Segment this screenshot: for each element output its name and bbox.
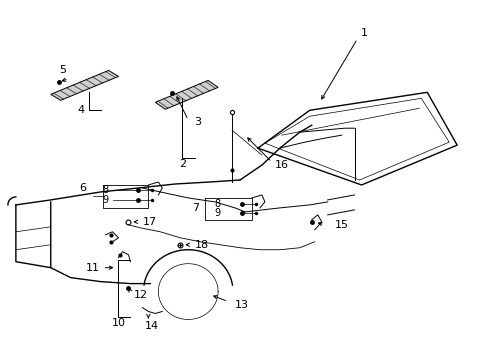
Text: 13: 13 (235, 300, 248, 310)
Text: 10: 10 (111, 319, 125, 328)
Text: 14: 14 (145, 321, 159, 332)
Text: 9: 9 (102, 195, 108, 205)
Text: 8: 8 (214, 199, 220, 209)
Text: 9: 9 (214, 208, 220, 218)
Polygon shape (155, 80, 218, 109)
Text: 12: 12 (133, 289, 147, 300)
Text: 8: 8 (102, 185, 108, 195)
Text: 2: 2 (178, 159, 185, 169)
Polygon shape (51, 71, 118, 100)
Text: 18: 18 (195, 240, 209, 250)
Text: 7: 7 (191, 203, 198, 213)
Text: 1: 1 (360, 28, 367, 37)
Text: 16: 16 (274, 160, 288, 170)
Text: 6: 6 (79, 183, 86, 193)
Text: 15: 15 (334, 220, 348, 230)
Text: 5: 5 (59, 66, 66, 76)
Text: 11: 11 (85, 263, 100, 273)
Text: 4: 4 (77, 105, 84, 115)
Text: 3: 3 (194, 117, 201, 127)
Text: 17: 17 (143, 217, 157, 227)
